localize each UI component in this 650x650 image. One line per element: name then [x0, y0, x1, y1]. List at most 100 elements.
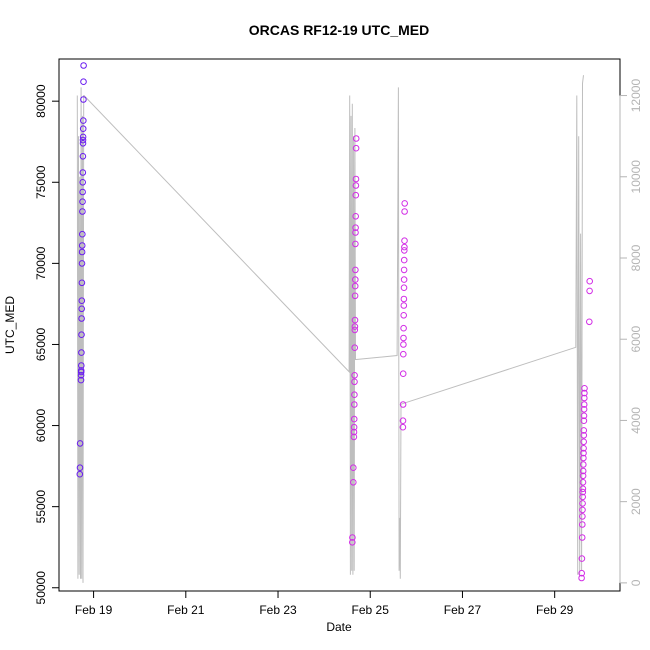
- data-point-series-2: [581, 385, 588, 392]
- data-point-series-2: [581, 389, 588, 397]
- data-point-series-2: [578, 534, 586, 541]
- y-tick-label: 65000: [34, 327, 48, 361]
- data-point-series-1: [80, 96, 87, 103]
- data-point-series-1: [79, 153, 87, 160]
- data-point-series-2: [580, 449, 587, 457]
- data-point-series-2: [401, 200, 409, 207]
- data-point-series-2: [400, 302, 408, 309]
- x-tick-label: Feb 19: [75, 603, 113, 617]
- data-point-series-1: [79, 198, 86, 205]
- data-point-series-2: [350, 423, 358, 431]
- data-point-series-2: [349, 534, 356, 541]
- y2-tick-label: 8000: [629, 244, 643, 271]
- data-point-series-1: [76, 470, 84, 478]
- data-point-series-2: [352, 213, 360, 220]
- data-point-series-2: [401, 208, 408, 215]
- data-point-series-2: [579, 485, 587, 493]
- data-point-series-1: [80, 62, 87, 69]
- data-point-series-1: [79, 208, 86, 215]
- x-axis-label: Date: [326, 620, 352, 634]
- data-point-series-2: [352, 182, 360, 189]
- data-point-series-1: [80, 78, 87, 85]
- data-point-series-1: [79, 125, 87, 132]
- data-point-series-2: [578, 574, 585, 582]
- data-point-series-1: [79, 188, 86, 196]
- data-point-series-2: [350, 464, 357, 472]
- data-point-series-2: [401, 247, 408, 254]
- data-point-series-2: [352, 175, 360, 183]
- y-tick-label: 50000: [34, 571, 48, 605]
- data-point-series-1: [77, 372, 85, 379]
- data-point-series-1: [77, 367, 85, 374]
- data-point-series-2: [351, 282, 359, 290]
- data-point-series-1: [79, 230, 86, 238]
- data-point-series-2: [350, 433, 358, 441]
- x-tick-label: Feb 21: [167, 603, 205, 617]
- data-point-series-1: [78, 248, 86, 256]
- data-point-series-2: [401, 243, 408, 251]
- data-point-series-1: [77, 376, 85, 384]
- y-axis-label: UTC_MED: [3, 296, 17, 354]
- y2-tick-label: 10000: [629, 160, 643, 194]
- data-point-series-2: [579, 493, 587, 501]
- data-point-series-2: [400, 284, 408, 292]
- data-point-series-2: [351, 391, 358, 399]
- data-point-series-2: [580, 438, 588, 446]
- data-point-series-2: [578, 555, 586, 562]
- x-tick-label: Feb 27: [444, 603, 482, 617]
- data-point-series-2: [580, 427, 588, 434]
- data-point-series-2: [580, 461, 587, 468]
- data-point-series-2: [352, 135, 360, 142]
- data-point-series-2: [586, 277, 594, 285]
- data-point-series-2: [579, 488, 587, 496]
- data-point-series-2: [350, 415, 358, 423]
- data-point-series-2: [580, 454, 587, 462]
- data-point-series-2: [399, 370, 407, 378]
- data-point-series-2: [400, 350, 407, 358]
- plot-frame: [58, 58, 621, 592]
- data-point-series-1: [79, 133, 87, 141]
- data-point-series-1: [76, 464, 84, 472]
- data-point-series-2: [400, 276, 408, 283]
- data-point-series-2: [351, 316, 359, 324]
- y-tick-label: 70000: [34, 246, 48, 280]
- data-point-series-1: [79, 169, 87, 176]
- data-point-series-2: [352, 240, 359, 248]
- data-point-series-2: [401, 237, 408, 244]
- y2-tick-label: 0: [629, 579, 643, 586]
- y2-tick-label: 12000: [629, 79, 643, 113]
- secondary-series-layer: [76, 75, 584, 583]
- data-point-series-2: [579, 472, 587, 480]
- data-point-series-2: [352, 229, 359, 236]
- data-point-series-2: [351, 326, 359, 334]
- data-point-series-1: [78, 305, 85, 313]
- data-point-series-1: [78, 349, 85, 356]
- data-point-series-2: [350, 479, 357, 486]
- data-point-series-2: [579, 500, 586, 507]
- data-point-series-2: [579, 506, 586, 514]
- y2-tick-label: 4000: [629, 407, 643, 434]
- data-point-series-1: [78, 315, 85, 322]
- data-point-series-2: [400, 324, 407, 332]
- x-tick-label: Feb 25: [352, 603, 390, 617]
- y-tick-label: 75000: [34, 165, 48, 199]
- data-point-series-1: [78, 297, 86, 305]
- data-point-series-2: [400, 295, 408, 303]
- data-point-series-2: [578, 569, 586, 577]
- data-point-series-2: [352, 224, 359, 231]
- data-point-series-2: [400, 312, 408, 319]
- data-point-series-2: [580, 417, 588, 425]
- data-point-series-2: [351, 372, 358, 379]
- data-point-series-2: [350, 428, 358, 436]
- data-point-series-2: [580, 412, 588, 420]
- data-point-series-2: [349, 539, 356, 546]
- data-point-series-2: [351, 292, 359, 300]
- data-point-series-2: [579, 521, 586, 528]
- x-tick-label: Feb 23: [259, 603, 297, 617]
- data-point-series-2: [351, 344, 359, 352]
- axes-layer: Feb 19 Feb 21 Feb 23 Feb 25 Feb 27 Feb 29 5000…: [34, 79, 643, 617]
- y-tick-label: 55000: [34, 490, 48, 524]
- secondary-series-line: [76, 75, 584, 583]
- y-tick-label: 80000: [34, 84, 48, 118]
- data-point-series-2: [580, 401, 588, 408]
